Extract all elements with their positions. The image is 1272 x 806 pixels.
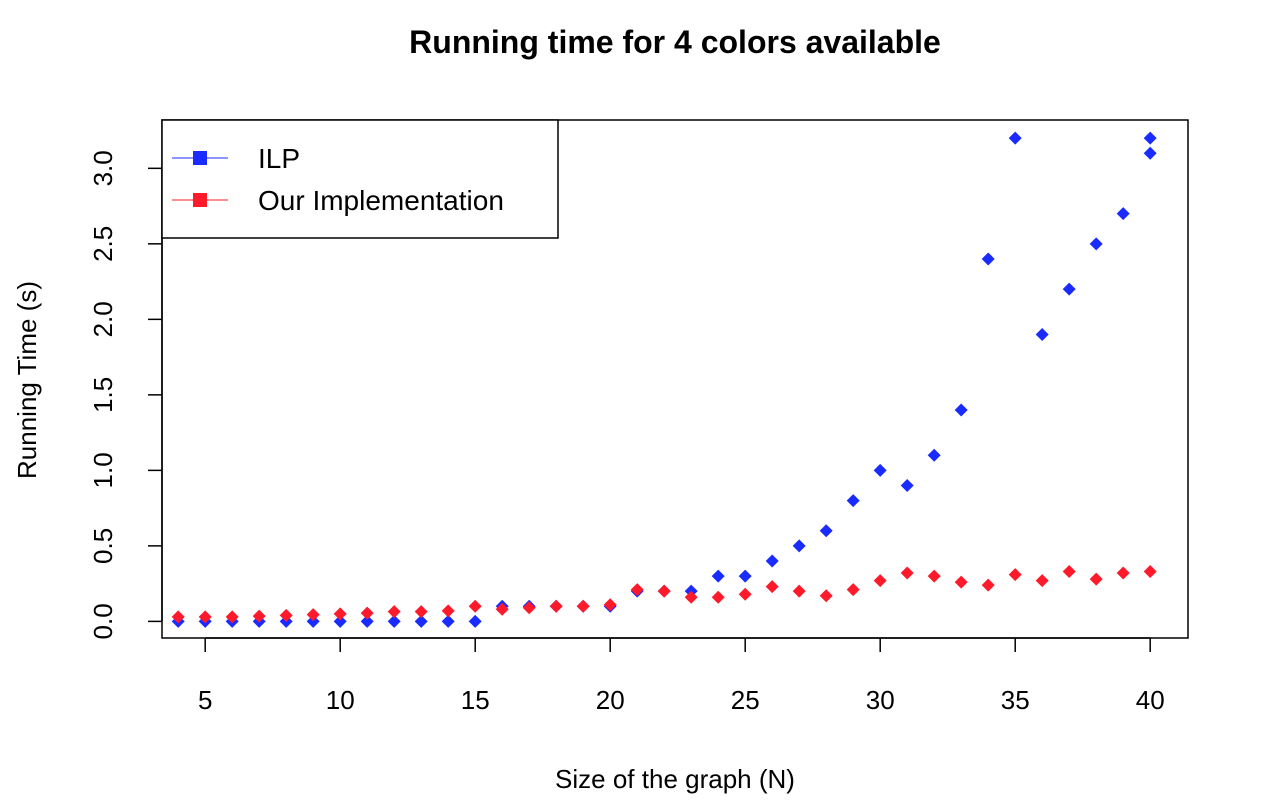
point-our-implementation	[225, 610, 239, 624]
point-our-implementation	[819, 589, 833, 603]
point-our-implementation	[1035, 574, 1049, 588]
x-tick-label: 10	[326, 685, 355, 715]
legend-label-ilp: ILP	[258, 143, 300, 174]
point-ilp	[819, 524, 833, 538]
point-our-implementation	[414, 605, 428, 619]
point-our-implementation	[252, 609, 266, 623]
point-ilp	[360, 614, 374, 628]
point-our-implementation	[495, 602, 509, 616]
point-ilp	[1062, 282, 1076, 296]
point-our-implementation	[873, 574, 887, 588]
point-our-implementation	[171, 610, 185, 624]
data-points	[171, 131, 1157, 628]
point-ilp	[927, 448, 941, 462]
x-tick-label: 25	[731, 685, 760, 715]
point-our-implementation	[981, 578, 995, 592]
point-our-implementation	[333, 607, 347, 621]
point-ilp	[1035, 327, 1049, 341]
chart-title: Running time for 4 colors available	[409, 24, 941, 60]
legend-label-our-implementation: Our Implementation	[258, 185, 504, 216]
point-ilp	[1143, 146, 1157, 160]
point-ilp	[333, 614, 347, 628]
legend-marker-our-implementation	[193, 193, 207, 207]
point-ilp	[1143, 131, 1157, 145]
point-ilp	[900, 478, 914, 492]
legend-box	[161, 119, 559, 239]
point-our-implementation	[1062, 565, 1076, 579]
point-our-implementation	[1143, 565, 1157, 579]
point-ilp	[765, 554, 779, 568]
y-axis-label: Running Time (s)	[12, 281, 42, 479]
point-ilp	[1008, 131, 1022, 145]
x-tick-label: 20	[596, 685, 625, 715]
point-ilp	[981, 252, 995, 266]
point-ilp	[738, 569, 752, 583]
point-ilp	[1089, 237, 1103, 251]
y-tick-label: 0.5	[88, 528, 118, 564]
point-our-implementation	[846, 583, 860, 597]
y-tick-label: 1.5	[88, 377, 118, 413]
point-our-implementation	[900, 566, 914, 580]
point-ilp	[1116, 207, 1130, 221]
x-axis: 5 10 15 20 25 30 35 40	[198, 637, 1165, 715]
point-ilp	[414, 614, 428, 628]
x-tick-label: 35	[1001, 685, 1030, 715]
point-our-implementation	[576, 599, 590, 613]
point-ilp	[306, 614, 320, 628]
point-ilp	[387, 614, 401, 628]
point-our-implementation	[279, 608, 293, 622]
point-our-implementation	[549, 599, 563, 613]
y-tick-label: 0.0	[88, 603, 118, 639]
point-our-implementation	[522, 601, 536, 615]
point-our-implementation	[1089, 572, 1103, 586]
point-our-implementation	[792, 584, 806, 598]
x-tick-label: 40	[1136, 685, 1165, 715]
point-our-implementation	[1116, 566, 1130, 580]
y-tick-label: 1.0	[88, 452, 118, 488]
x-tick-label: 5	[198, 685, 212, 715]
y-tick-label: 2.0	[88, 301, 118, 337]
point-ilp	[873, 463, 887, 477]
point-our-implementation	[468, 599, 482, 613]
legend-marker-ilp	[193, 151, 207, 165]
point-our-implementation	[1008, 568, 1022, 582]
point-our-implementation	[738, 587, 752, 601]
point-ilp	[792, 539, 806, 553]
point-ilp	[468, 614, 482, 628]
point-our-implementation	[441, 604, 455, 618]
legend: ILP Our Implementation	[161, 119, 559, 239]
x-tick-label: 15	[461, 685, 490, 715]
point-our-implementation	[954, 575, 968, 589]
point-our-implementation	[765, 580, 779, 594]
point-ilp	[954, 403, 968, 417]
y-axis: 0.0 0.5 1.0 1.5 2.0 2.5 3.0	[88, 150, 163, 639]
x-axis-label: Size of the graph (N)	[555, 764, 795, 794]
y-tick-label: 3.0	[88, 150, 118, 186]
point-ilp	[846, 494, 860, 508]
point-our-implementation	[927, 569, 941, 583]
point-our-implementation	[306, 608, 320, 622]
point-our-implementation	[603, 598, 617, 612]
point-our-implementation	[711, 590, 725, 604]
y-tick-label: 2.5	[88, 226, 118, 262]
point-our-implementation	[360, 606, 374, 620]
point-ilp	[711, 569, 725, 583]
point-our-implementation	[630, 583, 644, 597]
point-our-implementation	[387, 605, 401, 619]
point-ilp	[441, 614, 455, 628]
point-our-implementation	[198, 610, 212, 624]
x-tick-label: 30	[866, 685, 895, 715]
point-our-implementation	[684, 590, 698, 604]
point-our-implementation	[657, 584, 671, 598]
